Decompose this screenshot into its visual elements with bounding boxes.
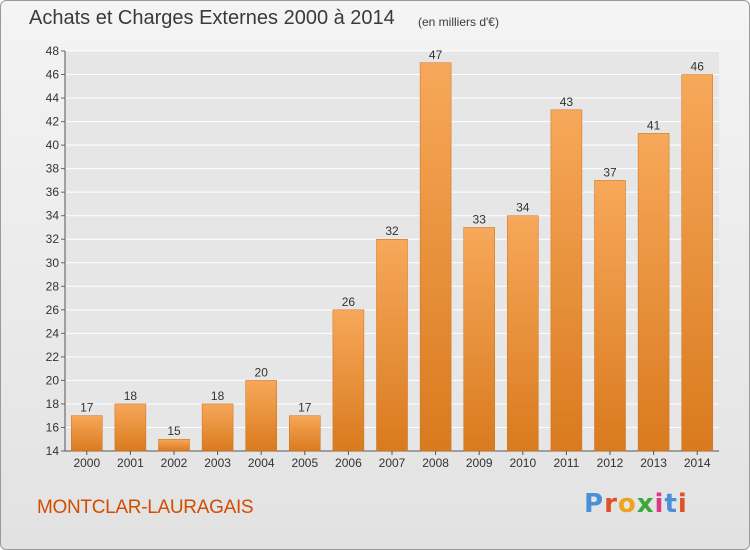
x-tick-label: 2007 (379, 456, 406, 470)
bar-value-label: 15 (167, 424, 181, 438)
bar-value-label: 20 (255, 365, 269, 379)
bar (507, 215, 539, 452)
bar (463, 227, 495, 452)
y-tick-label: 16 (46, 420, 60, 434)
bar (201, 403, 234, 452)
x-tick-label: 2009 (466, 456, 493, 470)
y-tick-label: 36 (46, 185, 60, 199)
bar (637, 133, 670, 452)
logo-letter: x (636, 489, 655, 519)
x-tick-label: 2014 (684, 456, 711, 470)
bar (158, 438, 190, 452)
y-tick-label: 28 (46, 279, 60, 293)
y-tick-label: 30 (46, 256, 60, 270)
bar (376, 238, 408, 452)
bar-value-label: 47 (429, 48, 443, 62)
logo-letter: t (664, 489, 678, 519)
x-tick-label: 2010 (509, 456, 536, 470)
logo-letter: o (617, 489, 637, 519)
logo-letter: i (677, 489, 688, 519)
bar (594, 180, 626, 452)
bar (114, 403, 147, 452)
y-tick-label: 34 (46, 209, 60, 223)
x-tick-label: 2012 (597, 456, 624, 470)
y-tick-label: 20 (46, 373, 60, 387)
bar-value-label: 26 (342, 295, 356, 309)
bar (332, 309, 365, 452)
bar-value-label: 43 (560, 95, 574, 109)
y-tick-label: 46 (46, 68, 60, 82)
bar (419, 62, 452, 452)
x-tick-label: 2013 (640, 456, 667, 470)
y-tick-label: 22 (46, 350, 60, 364)
y-tick-label: 38 (46, 162, 60, 176)
y-tick-label: 42 (46, 115, 60, 129)
logo-letter: r (604, 489, 618, 519)
x-tick-label: 2006 (335, 456, 362, 470)
bar-value-label: 34 (516, 201, 530, 215)
x-tick-label: 2000 (73, 456, 100, 470)
x-tick-label: 2011 (553, 456, 579, 470)
proxiti-logo[interactable]: Proxiti (584, 489, 688, 519)
bar-value-label: 18 (211, 389, 225, 403)
bar-value-label: 17 (298, 401, 312, 415)
x-tick-label: 2004 (248, 456, 275, 470)
y-tick-label: 24 (46, 326, 60, 340)
bar (289, 415, 321, 452)
chart-title: Achats et Charges Externes 2000 à 2014 (29, 7, 395, 29)
y-tick-label: 14 (46, 444, 60, 458)
bar-value-label: 32 (385, 224, 399, 238)
y-tick-label: 48 (46, 44, 60, 58)
bar-value-label: 41 (647, 118, 661, 132)
bar-value-label: 17 (80, 401, 94, 415)
bar-value-label: 33 (473, 212, 487, 226)
x-tick-label: 2001 (117, 456, 144, 470)
bar-value-label: 46 (691, 60, 705, 74)
y-tick-label: 44 (46, 91, 60, 105)
bar (245, 380, 277, 452)
y-tick-label: 40 (46, 138, 60, 152)
bar (550, 109, 583, 452)
x-tick-label: 2008 (422, 456, 449, 470)
bar (71, 415, 103, 452)
x-tick-label: 2002 (161, 456, 188, 470)
y-tick-label: 18 (46, 397, 60, 411)
y-tick-label: 32 (46, 232, 60, 246)
logo-letter: i (654, 489, 665, 519)
chart-subtitle: (en milliers d'€) (418, 15, 499, 29)
bar-value-label: 18 (124, 389, 138, 403)
commune-name: MONTCLAR-LAURAGAIS (37, 497, 254, 518)
logo-letter: P (584, 489, 605, 519)
x-tick-label: 2003 (204, 456, 231, 470)
bar-value-label: 37 (603, 165, 617, 179)
bar (681, 74, 713, 452)
x-tick-label: 2005 (291, 456, 318, 470)
y-tick-label: 26 (46, 303, 60, 317)
